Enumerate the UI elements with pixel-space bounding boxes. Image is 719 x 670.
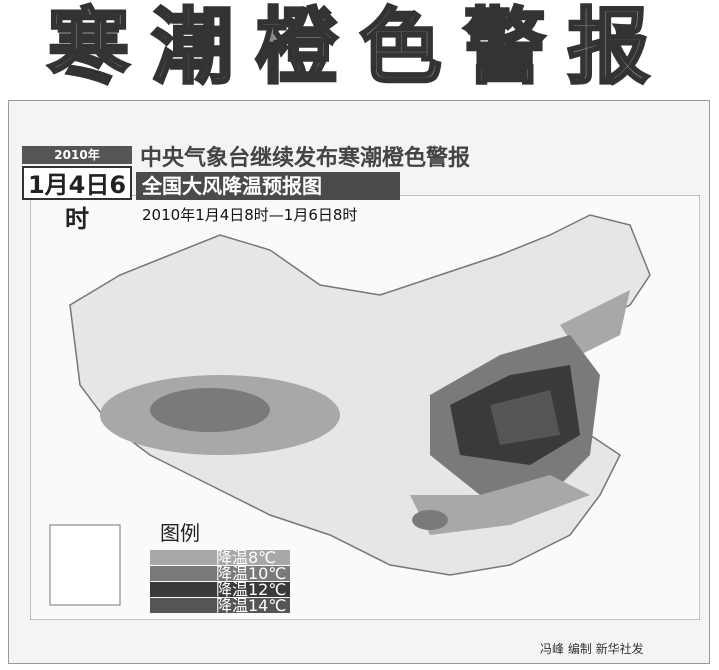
legend-swatch — [150, 566, 290, 581]
legend-label: 降温12℃ — [216, 580, 286, 599]
legend-label: 降温8℃ — [216, 548, 276, 567]
credit: 冯峰 编制 新华社发 — [540, 642, 644, 656]
badge-date: 1月4日6时 — [22, 166, 132, 233]
badge-year: 2010年 — [22, 146, 132, 164]
map-period: 2010年1月4日8时—1月6日8时 — [142, 206, 358, 224]
legend-label: 降温14℃ — [216, 596, 286, 615]
legend-swatch — [150, 582, 290, 597]
legend-swatch — [150, 550, 290, 565]
legend-title: 图例 — [160, 521, 200, 545]
banner-title: 寒潮橙色警报 — [46, 0, 672, 95]
legend-label: 降温10℃ — [216, 564, 286, 583]
legend-swatch — [150, 598, 290, 613]
headline: 中央气象台继续发布寒潮橙色警报 — [140, 146, 471, 171]
map-title: 全国大风降温预报图 — [136, 172, 400, 200]
